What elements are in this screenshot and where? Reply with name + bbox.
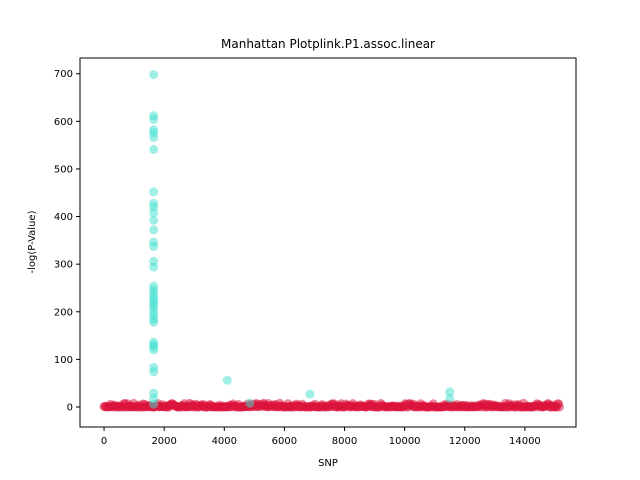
axes-layer: 0 2000 4000 6000 8000 10000 12000 14000 0 100 200 3… [54, 69, 541, 447]
x-tick-label: 2000 [151, 436, 176, 447]
y-tick-label: 300 [54, 260, 73, 271]
y-tick-label: 500 [54, 164, 73, 175]
x-axis-label: SNP [318, 458, 338, 469]
y-tick-label: 700 [54, 69, 73, 80]
significant-snp-point [149, 399, 159, 409]
significant-snp-point [245, 398, 255, 408]
significant-snp-point [149, 317, 159, 327]
significant-snp-point [149, 133, 159, 143]
y-tick-label: 0 [67, 403, 73, 414]
significant-snp-point [149, 187, 159, 197]
x-tick-label: 4000 [212, 436, 237, 447]
significant-snp-point [149, 215, 159, 225]
x-tick-label: 6000 [272, 436, 297, 447]
significant-snp-point [149, 114, 159, 124]
x-tick-label: 0 [101, 436, 107, 447]
x-tick-label: 8000 [332, 436, 357, 447]
significant-snp-point [222, 375, 232, 385]
y-axis-label: -log(P-Value) [27, 210, 38, 273]
significant-snp-point [445, 393, 455, 403]
x-tick-label: 10000 [389, 436, 421, 447]
significant-snp-point [305, 389, 315, 399]
significant-snp-point [149, 367, 159, 377]
x-tick-label: 14000 [509, 436, 541, 447]
significant-snp-point [149, 208, 159, 218]
significant-snp-point [149, 345, 159, 355]
y-tick-label: 200 [54, 307, 73, 318]
significant-snp-point [149, 144, 159, 154]
plot-frame [79, 57, 577, 428]
y-tick-label: 400 [54, 212, 73, 223]
significant-snp-point [149, 262, 159, 272]
y-tick-label: 600 [54, 117, 73, 128]
significant-snp-point [149, 225, 159, 235]
significant-snp-point [445, 387, 455, 397]
points-layer [99, 70, 564, 412]
significant-snp-point [149, 70, 159, 80]
snp-point [554, 402, 564, 412]
x-tick-label: 12000 [449, 436, 481, 447]
significant-snp-point [149, 242, 159, 252]
chart-title: Manhattan Plotplink.P1.assoc.linear [221, 37, 435, 51]
y-tick-label: 100 [54, 355, 73, 366]
